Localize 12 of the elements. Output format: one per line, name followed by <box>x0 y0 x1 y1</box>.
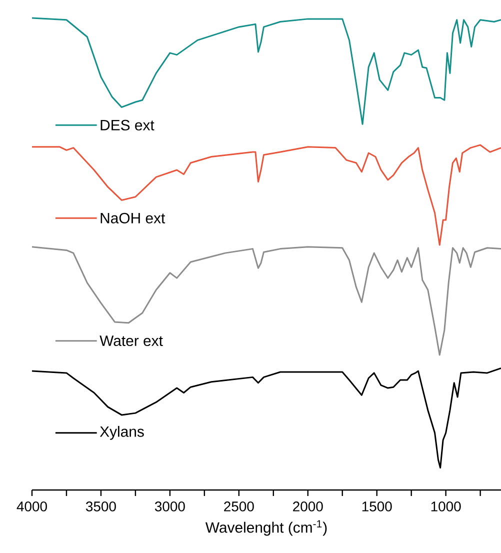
x-tick-label: 2500 <box>224 502 254 512</box>
x-tick-label: 2000 <box>293 502 323 512</box>
x-tick-label: 1500 <box>362 502 392 512</box>
x-tick-label: 4000 <box>16 502 47 512</box>
legend-label: Xylans <box>100 426 144 440</box>
legend-label: Water ext <box>100 336 163 346</box>
x-tick-label: 3000 <box>154 502 185 512</box>
x-axis-title: Wavelenght (cm$^{-1}$) <box>205 520 327 536</box>
x-tick-label: 1000 <box>431 502 461 512</box>
legend-label: NaOH ext <box>100 212 166 224</box>
x-tick-label: 3500 <box>86 502 116 512</box>
legend-label: DES ext <box>100 120 154 130</box>
